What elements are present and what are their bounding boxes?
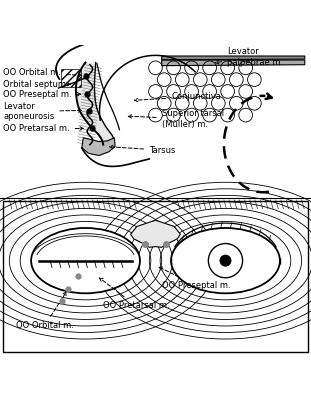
Text: OO Orbital m.: OO Orbital m. [16, 292, 73, 330]
Text: Orbital septum: Orbital septum [3, 80, 71, 89]
Circle shape [220, 255, 231, 266]
Text: OO Orbital m.: OO Orbital m. [3, 68, 82, 77]
Polygon shape [76, 62, 114, 145]
Polygon shape [162, 60, 305, 66]
Polygon shape [131, 220, 180, 247]
Polygon shape [82, 138, 115, 156]
Text: Conjunctiva: Conjunctiva [134, 92, 221, 102]
Text: OO Pretarsal m.: OO Pretarsal m. [3, 124, 83, 133]
Polygon shape [162, 56, 305, 60]
Text: Levator
palpebrae m.: Levator palpebrae m. [215, 47, 283, 67]
FancyBboxPatch shape [3, 201, 308, 352]
Ellipse shape [171, 228, 280, 293]
Text: OO Pretarsal m.: OO Pretarsal m. [100, 278, 169, 310]
Text: Superior tarsal
(Müller) m.: Superior tarsal (Müller) m. [128, 110, 224, 129]
Text: Levator
aponeurosis: Levator aponeurosis [3, 102, 82, 121]
Text: Tarsus: Tarsus [109, 145, 176, 155]
Text: OO Preseptal m.: OO Preseptal m. [3, 90, 81, 99]
Ellipse shape [31, 228, 140, 293]
Text: OO Preseptal m.: OO Preseptal m. [159, 267, 230, 290]
Circle shape [208, 244, 243, 278]
